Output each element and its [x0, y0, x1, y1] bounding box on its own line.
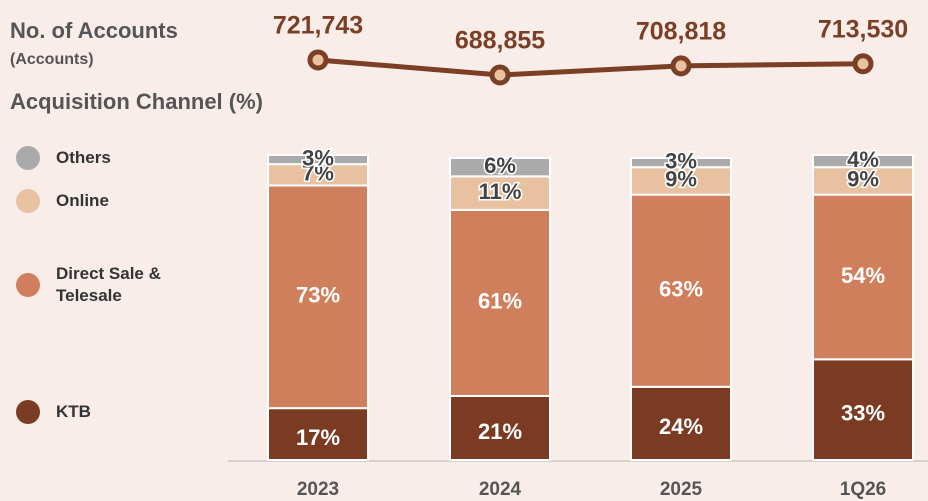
- bar-title: Acquisition Channel (%): [10, 89, 263, 114]
- line-point: [852, 53, 874, 75]
- data-label: 713,530: [818, 15, 908, 43]
- line-point: [489, 64, 511, 86]
- bar-segment: [630, 385, 732, 461]
- data-label: 24%: [659, 414, 703, 439]
- data-label: 3%: [665, 148, 697, 173]
- data-label: 9%: [847, 167, 879, 192]
- data-label: 63%: [659, 277, 703, 302]
- legend-item: Online: [16, 189, 176, 213]
- legend-swatch: [16, 146, 40, 170]
- bar-segment: [812, 358, 914, 462]
- x-tick-label: 2023: [297, 479, 339, 500]
- legend-item: Others: [16, 146, 176, 170]
- data-label: 4%: [847, 147, 879, 172]
- bar-segment: [267, 184, 369, 410]
- data-label: 9%: [665, 167, 697, 192]
- legend-label: Others: [56, 148, 111, 167]
- x-tick-label: 2024: [479, 479, 522, 500]
- legend-item: KTB: [16, 400, 176, 424]
- data-label: 33%: [841, 400, 885, 425]
- bar-segment: [812, 154, 914, 169]
- data-label: 6%: [484, 153, 516, 178]
- bar-segment: [812, 193, 914, 361]
- line-title: No. of Accounts: [10, 18, 178, 43]
- data-label: 11%: [479, 179, 522, 204]
- legend-label: KTB: [56, 402, 91, 421]
- data-label: 54%: [841, 263, 885, 288]
- legend-swatch: [16, 189, 40, 213]
- line-subtitle: (Accounts): [10, 51, 94, 68]
- data-label: 61%: [478, 289, 522, 314]
- legend-item: Direct Sale & Telesale: [16, 263, 176, 307]
- line-point: [307, 49, 329, 71]
- bar-segment: [449, 157, 551, 178]
- bar-segment: [630, 193, 732, 388]
- data-label: 17%: [296, 425, 340, 450]
- bar-segment: [267, 407, 369, 461]
- legend-label: Online: [56, 191, 109, 210]
- line-point: [670, 55, 692, 77]
- data-label: 73%: [296, 283, 340, 308]
- bar-segment: [449, 208, 551, 397]
- x-tick-label: 2025: [660, 479, 703, 500]
- bar-segment: [267, 154, 369, 166]
- data-label: 21%: [478, 419, 522, 444]
- data-label: 721,743: [273, 12, 363, 40]
- data-label: 3%: [302, 145, 334, 170]
- data-label: 688,855: [455, 27, 545, 55]
- bar-segment: [630, 157, 732, 169]
- line: [317, 57, 864, 78]
- bar-segment: [630, 166, 732, 196]
- x-tick-label: 1Q26: [840, 479, 886, 500]
- legend-label: Direct Sale & Telesale: [56, 264, 161, 305]
- bar-segment: [449, 175, 551, 211]
- legend-swatch: [16, 273, 40, 297]
- data-label: 708,818: [636, 17, 726, 45]
- legend-swatch: [16, 400, 40, 424]
- bar-segment: [812, 166, 914, 196]
